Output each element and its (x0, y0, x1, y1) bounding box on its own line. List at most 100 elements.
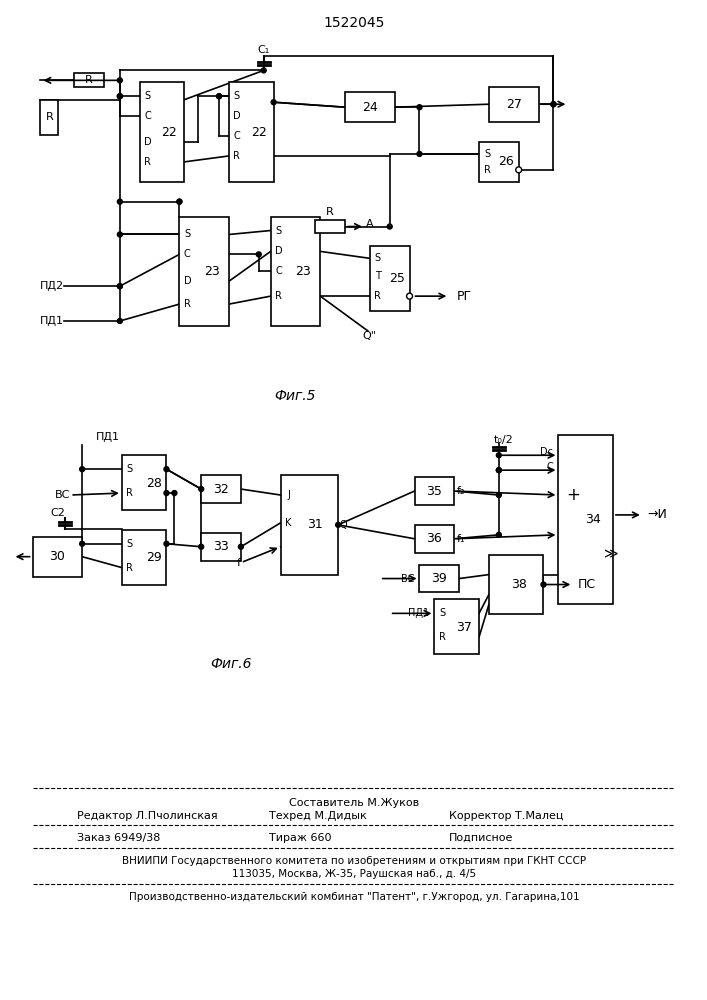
Text: S: S (127, 464, 133, 474)
Circle shape (496, 468, 501, 473)
Text: J: J (287, 490, 290, 500)
Text: t₀/2: t₀/2 (494, 435, 514, 445)
Text: S: S (185, 229, 190, 239)
Text: ПД1: ПД1 (40, 316, 64, 326)
Circle shape (417, 151, 422, 156)
Text: Составитель М.Жуков: Составитель М.Жуков (289, 798, 419, 808)
Text: f₂: f₂ (457, 486, 466, 496)
Text: Фиг.6: Фиг.6 (210, 657, 252, 671)
Bar (74, 73, 104, 87)
Bar (315, 220, 345, 233)
Text: 24: 24 (362, 101, 378, 114)
Text: ≫: ≫ (604, 548, 618, 562)
Text: Редактор Л.Пчолинская: Редактор Л.Пчолинская (77, 811, 218, 821)
Text: R: R (144, 157, 151, 167)
Text: Подписное: Подписное (449, 833, 513, 843)
Text: 113035, Москва, Ж-35, Раушская наб., д. 4/5: 113035, Москва, Ж-35, Раушская наб., д. … (232, 869, 476, 879)
Text: R: R (439, 632, 445, 642)
Circle shape (117, 232, 122, 237)
Text: S: S (144, 91, 151, 101)
Text: Фиг.5: Фиг.5 (275, 389, 316, 403)
Text: ПД1: ПД1 (408, 608, 429, 618)
Text: A: A (366, 219, 374, 229)
Bar (345, 92, 395, 122)
Circle shape (407, 293, 412, 299)
Text: 37: 37 (456, 621, 472, 634)
Text: 26: 26 (498, 155, 514, 168)
Text: D: D (233, 111, 241, 121)
Text: S: S (234, 91, 240, 101)
Circle shape (199, 544, 204, 549)
Text: ВНИИПИ Государственного комитета по изобретениям и открытиям при ГКНТ СССР: ВНИИПИ Государственного комитета по изоб… (122, 856, 586, 866)
Text: K: K (286, 518, 292, 528)
Text: 27: 27 (506, 98, 522, 111)
Bar (419, 565, 459, 592)
Bar (414, 525, 454, 553)
Text: R: R (275, 291, 282, 301)
Text: C2: C2 (50, 508, 65, 518)
Text: Заказ 6949/38: Заказ 6949/38 (77, 833, 160, 843)
Text: D: D (144, 137, 151, 147)
Text: R: R (86, 75, 93, 85)
Bar (122, 455, 166, 510)
Text: Q": Q" (363, 331, 377, 341)
Circle shape (199, 487, 204, 492)
Circle shape (261, 68, 267, 73)
Circle shape (117, 284, 122, 289)
Text: 1522045: 1522045 (323, 16, 385, 30)
Text: S: S (484, 149, 490, 159)
Circle shape (117, 94, 122, 99)
Text: T: T (375, 271, 381, 281)
Circle shape (271, 100, 276, 105)
Text: f₁: f₁ (457, 534, 466, 544)
Text: РГ: РГ (457, 290, 472, 303)
Text: R: R (375, 291, 381, 301)
Circle shape (496, 453, 501, 458)
Circle shape (117, 94, 122, 99)
Bar (414, 477, 454, 505)
Text: Тираж 660: Тираж 660 (269, 833, 331, 843)
Text: 35: 35 (426, 485, 443, 498)
Circle shape (515, 167, 522, 173)
Bar (559, 435, 613, 604)
Text: 38: 38 (510, 578, 527, 591)
Text: 25: 25 (389, 272, 404, 285)
Text: Q: Q (339, 520, 347, 530)
Circle shape (551, 102, 556, 107)
Bar (201, 533, 241, 561)
Text: 23: 23 (296, 265, 311, 278)
Circle shape (256, 252, 261, 257)
Text: Dc: Dc (540, 447, 554, 457)
Text: C₁: C₁ (257, 45, 270, 55)
Text: Производственно-издательский комбинат "Патент", г.Ужгород, ул. Гагарина,101: Производственно-издательский комбинат "П… (129, 892, 579, 902)
Text: D: D (275, 246, 282, 256)
Circle shape (172, 491, 177, 496)
Text: R: R (127, 488, 133, 498)
Text: S: S (375, 253, 381, 263)
Text: 22: 22 (162, 126, 177, 139)
Text: C: C (233, 131, 240, 141)
Circle shape (387, 224, 392, 229)
Circle shape (238, 544, 243, 549)
Bar (271, 217, 320, 326)
Circle shape (117, 78, 122, 83)
Circle shape (164, 541, 169, 546)
Text: C: C (547, 462, 554, 472)
Circle shape (164, 491, 169, 496)
Text: 30: 30 (49, 550, 65, 563)
Bar (434, 599, 479, 654)
Text: ВС: ВС (55, 490, 70, 500)
Text: Техред М.Дидык: Техред М.Дидык (269, 811, 366, 821)
Text: ПД1: ПД1 (96, 432, 120, 442)
Bar (479, 142, 519, 182)
Circle shape (80, 467, 85, 472)
Text: S: S (127, 539, 133, 549)
Text: 31: 31 (308, 518, 323, 531)
Text: Корректор Т.Малец: Корректор Т.Малец (449, 811, 563, 821)
Circle shape (541, 582, 546, 587)
Text: ПД2: ПД2 (40, 281, 64, 291)
Text: 22: 22 (251, 126, 267, 139)
Bar (122, 530, 166, 585)
Circle shape (80, 541, 85, 546)
Bar (370, 246, 409, 311)
